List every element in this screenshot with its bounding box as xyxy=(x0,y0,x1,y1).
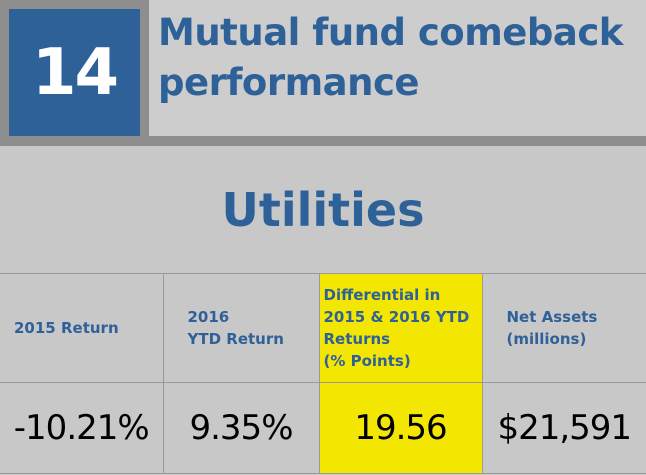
column-header-2015-return: 2015 Return xyxy=(0,273,164,383)
value-2016-ytd-return: 9.35% xyxy=(162,382,320,474)
column-header-label: Net Assets (millions) xyxy=(506,308,598,348)
column-header-label: Differential in 2015 & 2016 YTD Returns … xyxy=(323,286,470,370)
column-header-2016-ytd-return: 2016 YTD Return xyxy=(162,273,320,383)
header-divider xyxy=(0,136,646,146)
value-2015-return: -10.21% xyxy=(0,382,164,474)
page-title: Mutual fund comeback performance xyxy=(158,11,623,104)
column-header-label: 2016 YTD Return xyxy=(187,308,284,348)
column-header-label: 2015 Return xyxy=(14,319,119,337)
column-header-net-assets: Net Assets (millions) xyxy=(481,273,646,383)
rank-badge-frame: 14 xyxy=(0,0,149,140)
table-row: -10.21% 9.35% 19.56 $21,591 xyxy=(0,382,646,474)
column-header-differential: Differential in 2015 & 2016 YTD Returns … xyxy=(318,273,483,383)
section-title: Utilities xyxy=(221,183,425,237)
table-header-row: 2015 Return 2016 YTD Return Differential… xyxy=(0,273,646,383)
value-differential: 19.56 xyxy=(318,382,483,474)
stats-table: 2015 Return 2016 YTD Return Differential… xyxy=(0,273,646,474)
value-net-assets: $21,591 xyxy=(481,382,646,474)
header: 14 Mutual fund comeback performance xyxy=(0,0,646,140)
rank-badge: 14 xyxy=(9,9,140,136)
